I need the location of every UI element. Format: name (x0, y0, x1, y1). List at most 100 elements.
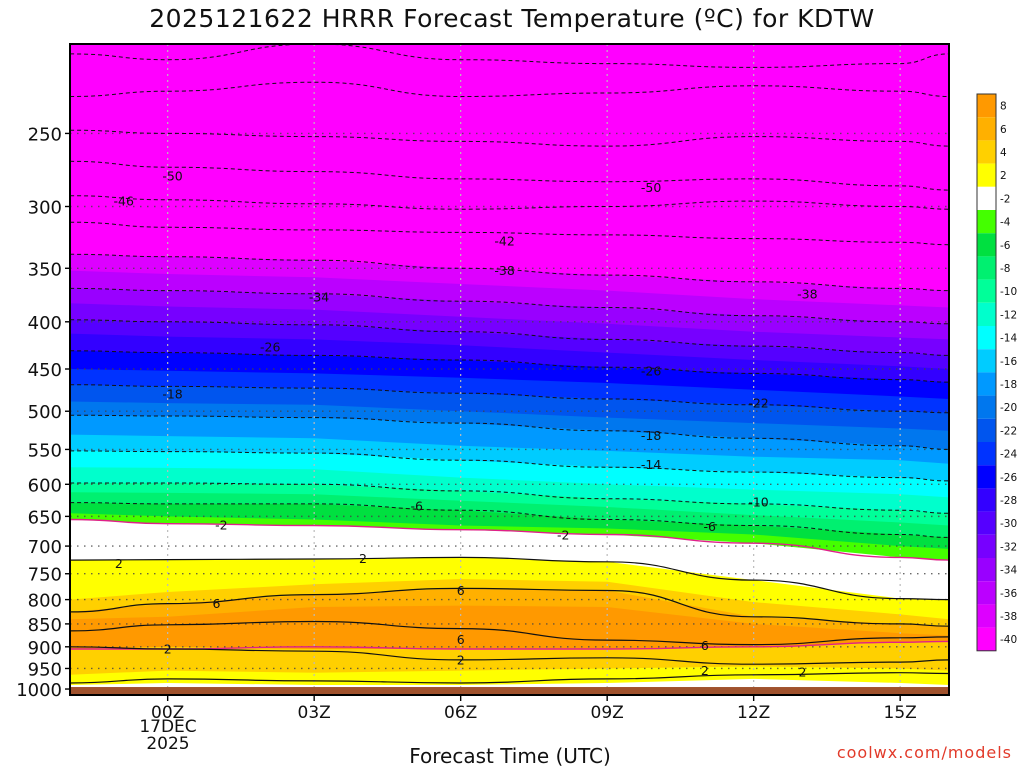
x-tick-label-15Z: 15Z (884, 703, 917, 723)
contour-label-4: -38 (494, 263, 514, 278)
contour-label-layer: -50-46-50-42-38-34 -38-26-26-18-22-18-14-… (114, 168, 818, 679)
colorbar-label--40: -40 (1000, 634, 1017, 646)
contour-label-text: -42 (494, 234, 514, 249)
colorbar-swatch-4 (977, 140, 996, 164)
contour--14 (70, 450, 949, 482)
x-axis-label: Forecast Time (UTC) (409, 744, 611, 768)
temperature-fill-layer (70, 44, 949, 695)
colorbar-label--14: -14 (1000, 333, 1017, 345)
colorbar-swatch--24 (977, 442, 996, 466)
x-axis: 00Z 03Z 06Z 09Z 12Z 15Z (151, 695, 917, 723)
y-tick-label-350: 350 (28, 259, 62, 280)
colorbar-swatch--4 (977, 210, 996, 234)
contour-label-27: 2 (799, 664, 807, 679)
contour-label-text: -10 (748, 494, 768, 509)
y-tick-label-550: 550 (28, 440, 62, 461)
colorbar-swatch--36 (977, 581, 996, 605)
contour-label-26: 2 (701, 663, 709, 678)
y-axis: 2503003504004505005506006507007508008509… (16, 124, 70, 701)
date-label-year: 2025 (146, 734, 190, 754)
y-tick-label-500: 500 (28, 402, 62, 423)
contour-label-22: 2 (164, 642, 172, 657)
colorbar-swatch--16 (977, 349, 996, 373)
colorbar-label-2: 2 (1000, 170, 1007, 182)
colorbar-label--22: -22 (1000, 425, 1017, 437)
contour-6 (70, 587, 949, 627)
contour-label-text: 2 (164, 642, 172, 657)
colorbar-frame (976, 93, 997, 652)
contour-label-text: 6 (457, 632, 465, 647)
colorbar-label-4: 4 (1000, 147, 1007, 159)
contour-label-19: 2 (359, 551, 367, 566)
contour-label-text: -2 (215, 517, 227, 532)
contour-label-text: -18 (162, 387, 182, 402)
contour-label-text: -38 (494, 263, 514, 278)
colorbar-swatch--2 (977, 186, 996, 210)
y-tick-label-700: 700 (28, 537, 62, 558)
colorbar-swatch--22 (977, 418, 996, 442)
colorbar: 8 6 4 2 -2 -4 -6 -8 -10 -12 -14 -16 -18 -20 -22 -24 -26 -… (976, 93, 1017, 652)
contour-label-25: 6 (701, 638, 709, 653)
upper-contour-5 (70, 221, 949, 246)
colorbar-swatch--10 (977, 279, 996, 303)
contour-2 (70, 556, 949, 601)
contour-label-16: -2 (215, 517, 227, 532)
colorbar-label--8: -8 (1000, 263, 1010, 275)
contour-label-text: 6 (457, 583, 465, 598)
upper-contour-4 (70, 195, 949, 210)
contour-label-text: 2 (799, 664, 807, 679)
contour-label-text: -50 (641, 180, 661, 195)
y-tick-label-600: 600 (28, 475, 62, 496)
ground-below-surface (70, 687, 949, 695)
colorbar-swatch--6 (977, 233, 996, 257)
freezing-line-low (70, 640, 949, 650)
colorbar-swatch--34 (977, 558, 996, 582)
y-tick-label-400: 400 (28, 313, 62, 334)
contour-label-text: 6 (213, 596, 221, 611)
contour-label-24: 2 (457, 652, 465, 667)
colorbar-label-6: 6 (1000, 124, 1007, 136)
grid-layer (70, 44, 949, 695)
colorbar-label--38: -38 (1000, 611, 1017, 623)
contour--18 (70, 414, 949, 450)
contour-label-13: -10 (748, 494, 768, 509)
colorbar-swatch--40 (977, 627, 996, 651)
contour-label-1: -46 (114, 194, 134, 209)
x-tick-label-12Z: 12Z (737, 703, 770, 723)
chart-title: 2025121622 HRRR Forecast Temperature (ºC… (149, 4, 875, 33)
colorbar-label--28: -28 (1000, 495, 1017, 507)
colorbar-swatch--18 (977, 372, 996, 396)
colorbar-swatch-6 (977, 117, 996, 141)
contour-label-9: -18 (162, 387, 182, 402)
colorbar-swatch--20 (977, 395, 996, 419)
contour-label-text: -26 (260, 340, 280, 355)
upper-contour-3 (70, 160, 949, 191)
contour-label-15: -6 (703, 519, 716, 534)
contour-layer (70, 44, 949, 684)
y-tick-label-800: 800 (28, 591, 62, 612)
y-tick-label-750: 750 (28, 565, 62, 586)
x-tick-label-03Z: 03Z (298, 703, 331, 723)
y-tick-label-250: 250 (28, 124, 62, 145)
contour-label-14: -6 (410, 498, 423, 513)
contour-label-3: -42 (494, 234, 514, 249)
colorbar-label--26: -26 (1000, 472, 1017, 484)
contour-label-text: 2 (115, 556, 123, 571)
y-tick-label-300: 300 (28, 198, 62, 219)
contour--10 (70, 482, 949, 514)
contour-label-6: -38 (797, 286, 817, 301)
credit-link[interactable]: coolwx.com/models (836, 743, 1012, 762)
colorbar-label--18: -18 (1000, 379, 1017, 391)
y-tick-label-850: 850 (28, 615, 62, 636)
contour--26 (70, 350, 949, 383)
colorbar-label--12: -12 (1000, 309, 1017, 321)
colorbar-swatch--14 (977, 326, 996, 350)
y-tick-label-650: 650 (28, 507, 62, 528)
contour-label-0: -50 (162, 168, 182, 183)
contour-label-text: -46 (114, 194, 134, 209)
upper-contour-2 (70, 129, 949, 147)
date-label-day: 17DEC (139, 717, 197, 737)
colorbar-label--2: -2 (1000, 193, 1010, 205)
ground-layer (70, 687, 949, 695)
